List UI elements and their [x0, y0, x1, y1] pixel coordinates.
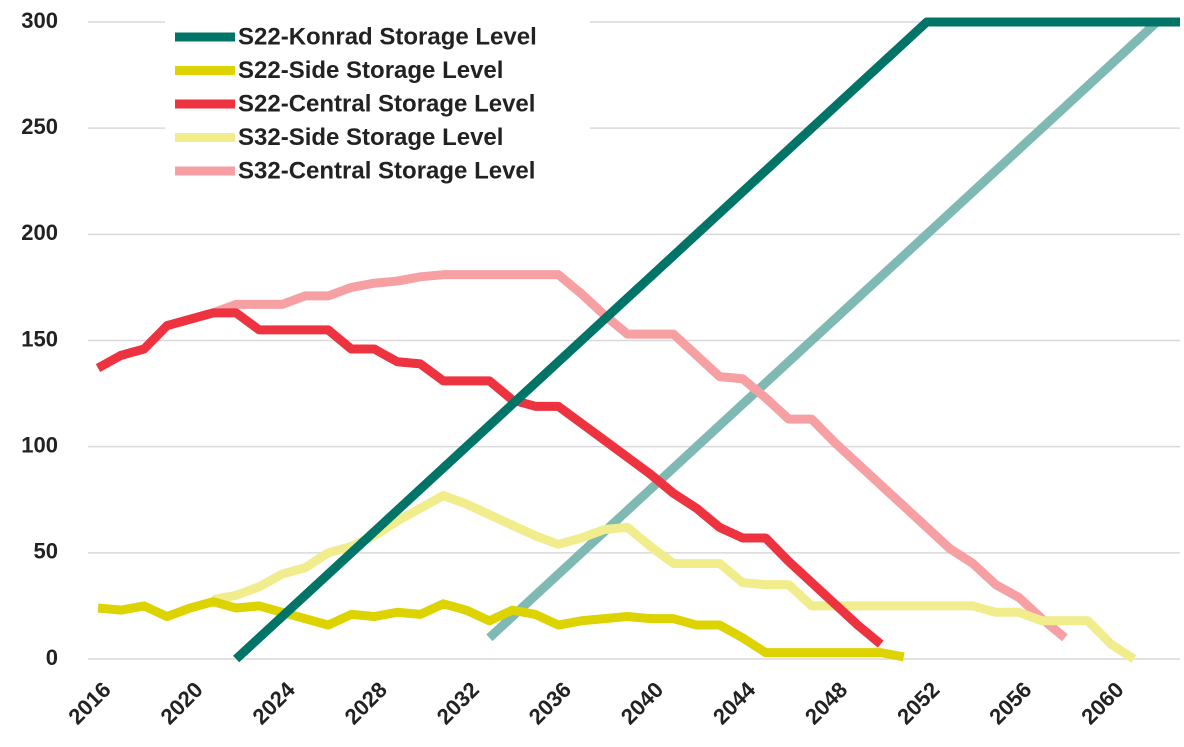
x-tick-label: 2048 — [800, 677, 852, 729]
y-tick-label: 150 — [21, 326, 58, 351]
legend-label: S22-Central Storage Level — [238, 90, 535, 117]
x-tick-label: 2028 — [340, 677, 392, 729]
y-tick-label: 250 — [21, 114, 58, 139]
legend-box — [165, 16, 590, 188]
legend-label: S22-Side Storage Level — [238, 57, 503, 84]
series-line — [211, 270, 1068, 642]
legend: S22-Konrad Storage Level S22-Side Storage… — [165, 16, 590, 188]
x-tick-label: 2040 — [616, 677, 668, 729]
x-tick-label: 2044 — [708, 676, 761, 729]
y-tick-label: 300 — [21, 8, 58, 33]
y-tick-label: 50 — [34, 539, 58, 564]
legend-label: S32-Central Storage Level — [238, 157, 535, 184]
x-tick-label: 2060 — [1076, 677, 1128, 729]
series-line — [212, 491, 1137, 663]
x-tick-label: 2032 — [432, 677, 484, 729]
series-line — [97, 597, 905, 662]
x-tick-label: 2036 — [524, 677, 576, 729]
legend-label: S22-Konrad Storage Level — [238, 23, 537, 50]
x-tick-label: 2016 — [63, 677, 115, 729]
x-tick-label: 2024 — [248, 676, 301, 729]
series-line — [95, 308, 884, 648]
y-tick-label: 0 — [46, 645, 58, 670]
x-tick-label: 2020 — [155, 677, 207, 729]
y-tick-label: 100 — [21, 432, 58, 457]
legend-label: S32-Side Storage Level — [238, 124, 503, 151]
series-line — [233, 17, 1180, 663]
y-tick-label: 200 — [21, 220, 58, 245]
x-tick-label: 2056 — [984, 677, 1036, 729]
x-tick-label: 2052 — [892, 677, 944, 729]
